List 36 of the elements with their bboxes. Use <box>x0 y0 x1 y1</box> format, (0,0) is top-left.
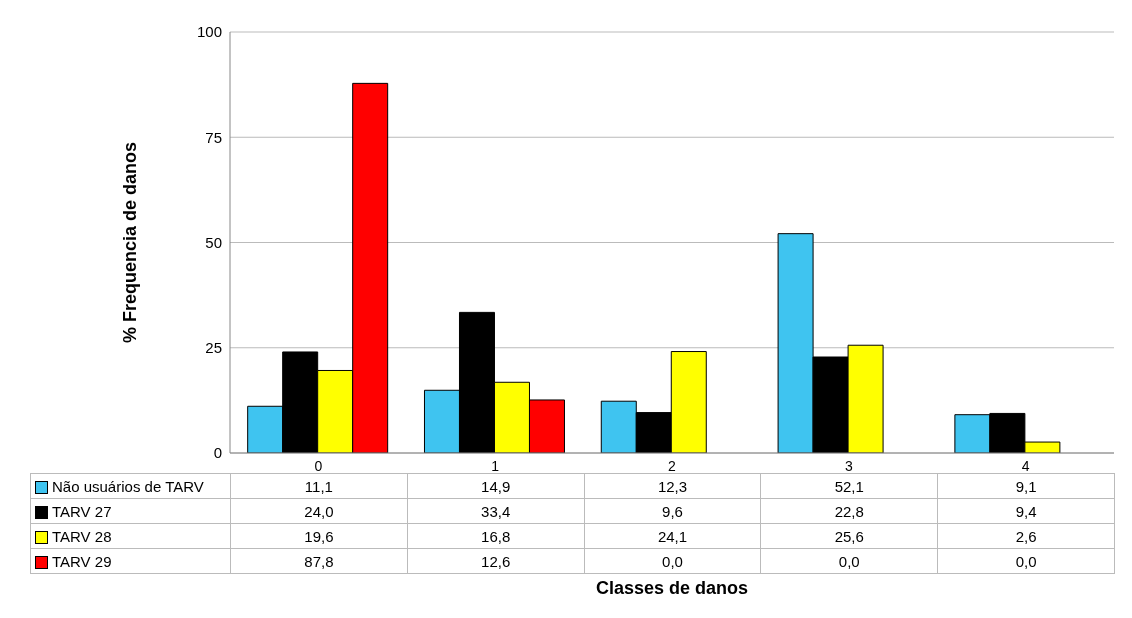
x-tick-label: 0 <box>314 457 323 474</box>
legend-label: TARV 28 <box>52 527 112 545</box>
y-tick-label: 0 <box>213 444 222 462</box>
data-label: 2,6 <box>937 523 1115 549</box>
legend-label: TARV 29 <box>52 552 112 570</box>
data-label: 0,0 <box>937 548 1115 574</box>
data-label: 25,6 <box>760 523 938 549</box>
data-label: 22,8 <box>760 498 938 524</box>
legend-label: Não usuários de TARV <box>52 477 204 495</box>
data-label: 33,4 <box>407 498 585 524</box>
y-axis-title: % Frequencia de danos <box>120 141 141 344</box>
data-label: 24,0 <box>230 498 408 524</box>
data-label: 9,4 <box>937 498 1115 524</box>
x-tick-label: 3 <box>844 457 853 474</box>
data-label: 19,6 <box>230 523 408 549</box>
data-label: 11,1 <box>230 473 408 499</box>
data-label: 52,1 <box>760 473 938 499</box>
data-label: 12,6 <box>407 548 585 574</box>
x-tick-label: 1 <box>491 457 500 474</box>
data-label: 14,9 <box>407 473 585 499</box>
data-label: 87,8 <box>230 548 408 574</box>
legend-label: TARV 27 <box>52 502 112 520</box>
text: Classes de danos <box>595 578 749 598</box>
data-label: 9,1 <box>937 473 1115 499</box>
data-label: 12,3 <box>584 473 761 499</box>
data-label: 16,8 <box>407 523 585 549</box>
y-tick-label: 25 <box>205 339 222 357</box>
data-label: 0,0 <box>760 548 938 574</box>
x-tick-label: 2 <box>668 457 677 474</box>
y-tick-label: 100 <box>196 23 222 41</box>
y-tick-label: 50 <box>205 233 222 251</box>
data-label: 24,1 <box>584 523 761 549</box>
y-tick-label: 75 <box>205 128 222 146</box>
x-tick-label: 4 <box>1021 457 1030 474</box>
data-label: 0,0 <box>584 548 761 574</box>
data-label: 9,6 <box>584 498 761 524</box>
